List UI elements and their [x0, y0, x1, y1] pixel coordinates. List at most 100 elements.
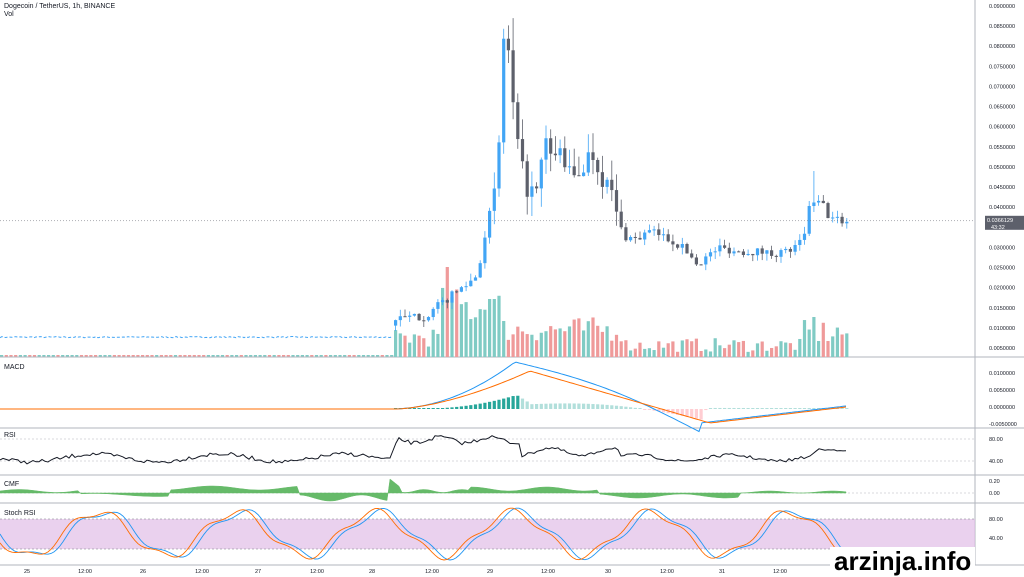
macd-tick-label: 0.0000000: [989, 405, 1015, 411]
candle-body: [676, 244, 680, 248]
volume-bar: [183, 355, 187, 357]
candle-body: [732, 251, 736, 254]
macd-tick-label: -0.0050000: [989, 422, 1017, 428]
volume-bar: [249, 355, 253, 357]
volume-bar: [586, 321, 590, 357]
candle-body: [737, 251, 741, 253]
price-tick-label: 0.0700000: [989, 84, 1015, 90]
volume-bar: [192, 355, 196, 357]
volume-bar: [343, 355, 347, 357]
volume-bar: [310, 355, 314, 357]
volume-bar: [9, 355, 13, 357]
stoch-rsi-pane: [0, 507, 975, 561]
macd-histogram-bar: [591, 404, 595, 409]
volume-bar: [385, 355, 389, 357]
volume-bar: [802, 320, 807, 357]
volume-bar: [563, 331, 567, 357]
cmf-tick-label: 0.00: [989, 491, 1000, 497]
volume-bar: [723, 348, 727, 357]
volume-bar: [117, 355, 121, 357]
volume-bar: [122, 355, 126, 357]
volume-bar: [291, 355, 295, 357]
volume-bar: [366, 355, 370, 357]
candle-body: [614, 190, 619, 212]
candle-body: [403, 316, 407, 318]
macd-histogram-bar: [459, 406, 463, 409]
volume-bar: [14, 355, 18, 357]
candle-body: [657, 229, 661, 236]
price-tick-label: 0.0900000: [989, 4, 1015, 10]
stoch-tick-label: 40.00: [989, 536, 1003, 542]
candle-body: [699, 264, 703, 266]
macd-histogram-bar: [567, 403, 572, 409]
price-tick-label: 0.0800000: [989, 44, 1015, 50]
time-tick-label: 12:00: [660, 569, 674, 575]
candle-body: [455, 291, 459, 293]
stoch-label: Stoch RSI: [4, 510, 36, 517]
candle-body: [713, 251, 717, 253]
candle-body: [412, 313, 416, 316]
candle-body: [610, 179, 614, 191]
candle-body: [417, 313, 421, 321]
macd-histogram-bar: [751, 407, 755, 409]
volume-bar: [131, 355, 135, 357]
candle-body: [671, 241, 675, 245]
price-axis[interactable]: 0.0900000 0.0850000 0.0800000 0.0750000 0.07…: [989, 4, 1015, 352]
candle-body: [661, 234, 666, 236]
candle-body: [774, 255, 778, 257]
volume-bar: [793, 349, 797, 357]
volume-bar: [520, 331, 525, 357]
macd-histogram-bar: [676, 409, 680, 415]
candle-body: [469, 280, 473, 287]
macd-histogram-bar: [633, 407, 637, 409]
volume-bar: [567, 326, 572, 357]
macd-histogram-bar: [520, 398, 525, 409]
candle-body: [723, 245, 727, 248]
volume-bar: [473, 317, 478, 357]
macd-histogram-bar: [530, 404, 534, 409]
stoch-k-line: [0, 507, 847, 561]
indicator-axes: 0.0100000 0.0050000 0.0000000 -0.0050000 80.…: [989, 371, 1017, 542]
macd-histogram-bar: [788, 408, 792, 409]
macd-histogram-bar: [610, 405, 614, 409]
volume-bar: [647, 348, 651, 357]
volume-bar: [821, 322, 825, 357]
macd-histogram-bar: [516, 395, 520, 409]
candle-body: [567, 166, 572, 168]
cmf-area: [0, 478, 847, 502]
volume-bar: [788, 343, 792, 357]
candle-body: [765, 250, 769, 254]
price-tick-label: 0.0250000: [989, 266, 1015, 272]
candle-body: [652, 229, 656, 231]
volume-bar: [708, 351, 713, 357]
volume-bar: [629, 350, 633, 357]
candle-body: [835, 216, 839, 218]
macd-histogram-bar: [840, 408, 844, 409]
candle-body: [751, 253, 755, 256]
volume-bar: [492, 299, 496, 357]
candle-body: [704, 256, 708, 265]
macd-histogram-bar: [422, 408, 426, 409]
candle-body: [530, 186, 534, 197]
macd-histogram-bar: [770, 408, 774, 409]
macd-histogram-bar: [563, 403, 567, 409]
time-axis[interactable]: 25 12:00 26 12:00 27 12:00 28 12:00 29 12:00 30 12:…: [24, 569, 787, 575]
volume-bar: [741, 340, 745, 357]
macd-histogram-bar: [549, 403, 553, 409]
volume-bar: [807, 329, 811, 357]
volume-bar: [32, 355, 37, 357]
macd-histogram-bar: [558, 403, 562, 409]
candle-body: [784, 248, 788, 251]
volume-bar: [445, 267, 449, 357]
candle-body: [770, 250, 774, 256]
volume-bar: [197, 355, 201, 357]
macd-histogram-bar: [483, 402, 487, 409]
candle-body: [741, 251, 745, 255]
candle-body: [516, 102, 520, 140]
volume-bar: [680, 340, 684, 357]
candle-body: [558, 148, 562, 156]
candle-body: [633, 236, 637, 238]
volume-bar: [394, 330, 398, 357]
